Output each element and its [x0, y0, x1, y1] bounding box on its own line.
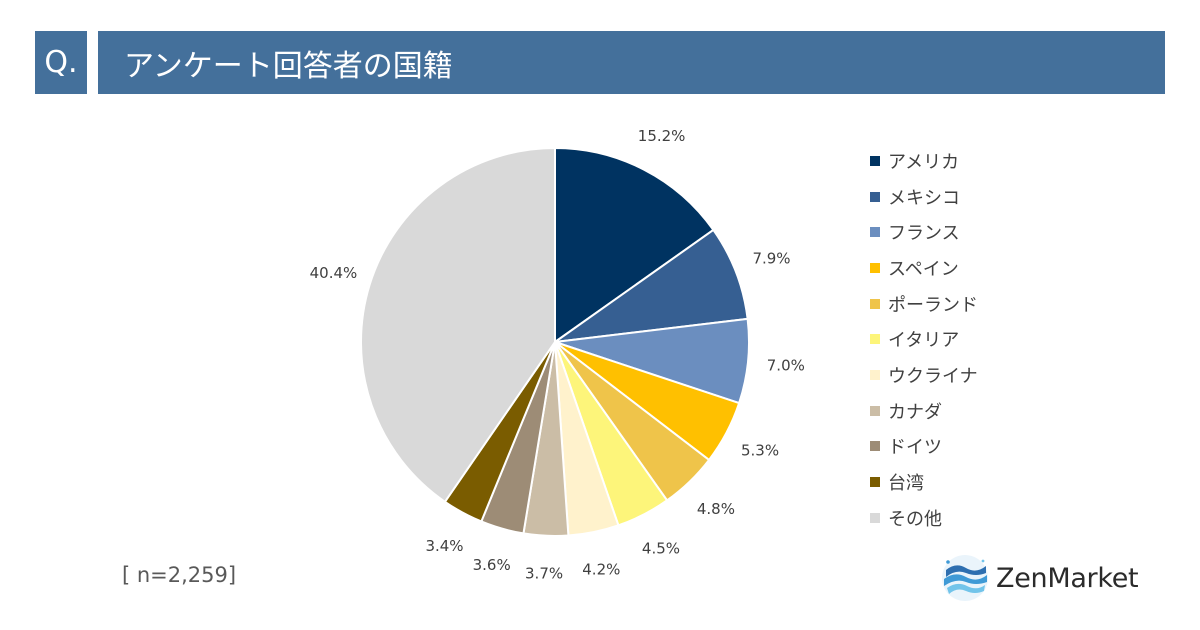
- legend-label: メキシコ: [888, 187, 960, 209]
- data-label-0: 15.2%: [638, 127, 686, 145]
- legend-swatch: [870, 477, 880, 488]
- legend-swatch: [870, 334, 880, 345]
- legend-label: スペイン: [888, 258, 959, 280]
- legend-label: 台湾: [888, 473, 924, 495]
- question-label: Q.: [44, 45, 78, 80]
- legend-label: その他: [888, 508, 942, 530]
- legend-label: カナダ: [888, 401, 942, 423]
- legend-swatch: [870, 369, 880, 380]
- legend-swatch: [870, 512, 880, 523]
- data-label-3: 5.3%: [741, 442, 779, 460]
- data-label-5: 4.5%: [642, 539, 680, 557]
- legend-swatch: [870, 298, 880, 309]
- sample-size-label: [ n=2,259]: [122, 563, 237, 587]
- legend-label: ドイツ: [888, 437, 942, 459]
- legend-swatch: [870, 155, 880, 166]
- title-bar: アンケート回答者の国籍: [98, 31, 1165, 94]
- pie-slice-0: [554, 146, 715, 344]
- legend-item-10: その他: [870, 500, 978, 536]
- data-label-10: 40.4%: [310, 264, 358, 282]
- zenmarket-logo: ZenMarket: [940, 553, 1139, 603]
- chart-legend: アメリカメキシコフランススペインポーランドイタリアウクライナカナダドイツ台湾その…: [870, 143, 978, 536]
- legend-swatch: [870, 405, 880, 416]
- data-label-6: 4.2%: [582, 560, 620, 578]
- logo-wordmark: ZenMarket: [996, 562, 1139, 594]
- pie-slice-10: [360, 146, 556, 504]
- legend-label: フランス: [888, 223, 960, 245]
- pie-slice-1: [554, 228, 749, 343]
- legend-label: ポーランド: [888, 294, 978, 316]
- legend-swatch: [870, 191, 880, 202]
- legend-item-1: メキシコ: [870, 179, 978, 215]
- legend-swatch: [870, 441, 880, 452]
- legend-item-6: ウクライナ: [870, 357, 978, 393]
- data-label-4: 4.8%: [697, 500, 735, 518]
- data-label-2: 7.0%: [767, 356, 805, 374]
- data-label-1: 7.9%: [752, 250, 790, 268]
- zenmarket-wave-icon: [942, 555, 988, 601]
- legend-swatch: [870, 227, 880, 238]
- data-label-7: 3.7%: [525, 565, 563, 583]
- legend-item-5: イタリア: [870, 321, 978, 357]
- legend-label: イタリア: [888, 330, 960, 352]
- legend-item-8: ドイツ: [870, 429, 978, 465]
- legend-item-0: アメリカ: [870, 143, 978, 179]
- page-title: アンケート回答者の国籍: [124, 48, 453, 84]
- question-badge: Q.: [35, 31, 87, 94]
- legend-item-9: 台湾: [870, 464, 978, 500]
- legend-item-7: カナダ: [870, 393, 978, 429]
- data-label-9: 3.4%: [425, 537, 463, 555]
- legend-label: アメリカ: [888, 151, 960, 173]
- legend-item-3: スペイン: [870, 250, 978, 286]
- legend-label: ウクライナ: [888, 365, 978, 387]
- data-label-8: 3.6%: [473, 556, 511, 574]
- legend-item-2: フランス: [870, 214, 978, 250]
- legend-item-4: ポーランド: [870, 286, 978, 322]
- legend-swatch: [870, 262, 880, 273]
